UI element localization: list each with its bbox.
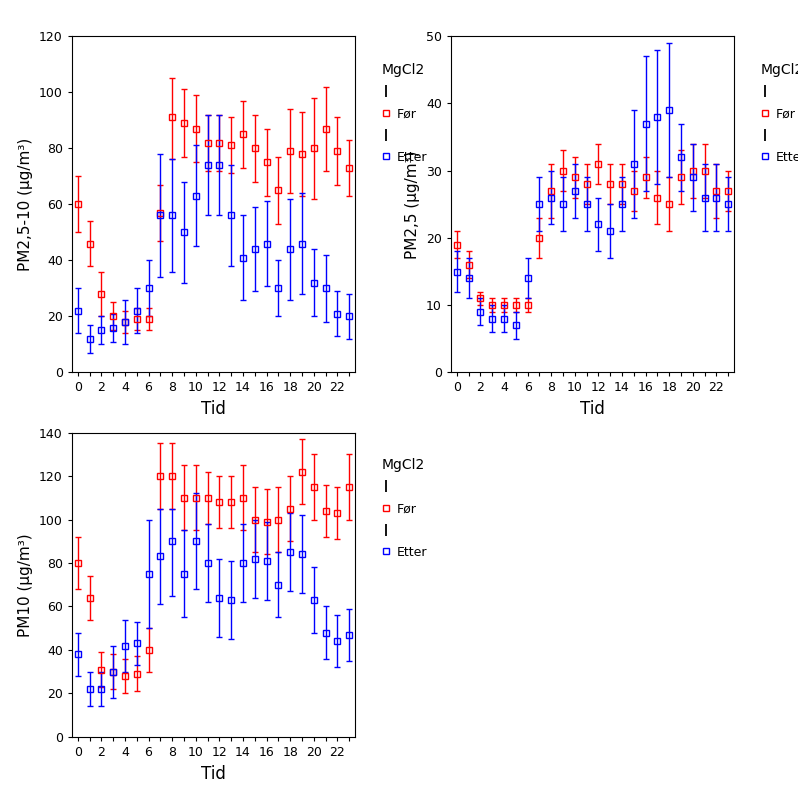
X-axis label: Tid: Tid [201,764,226,783]
X-axis label: Tid: Tid [580,400,605,418]
X-axis label: Tid: Tid [201,400,226,418]
Legend: , Før, , Etter: , Før, , Etter [376,59,431,167]
Y-axis label: PM10 (μg/m³): PM10 (μg/m³) [18,533,34,637]
Legend: , Før, , Etter: , Før, , Etter [755,59,798,167]
Legend: , Før, , Etter: , Før, , Etter [376,454,431,562]
Y-axis label: PM2,5-10 (μg/m³): PM2,5-10 (μg/m³) [18,138,34,271]
Y-axis label: PM2,5 (μg/m³): PM2,5 (μg/m³) [405,150,421,259]
